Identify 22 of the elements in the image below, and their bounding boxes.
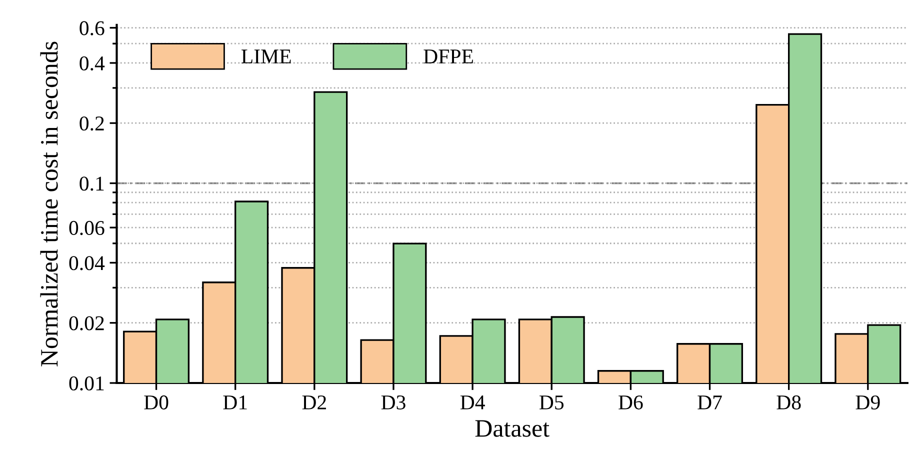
x-tick-label: D3 <box>381 395 406 410</box>
x-axis-title: Dataset <box>475 420 550 437</box>
y-tick-label: 0.06 <box>69 220 104 236</box>
y-tick-label: 0.1 <box>80 176 104 191</box>
x-tick-label: D5 <box>539 396 564 410</box>
y-tick-label: 0.4 <box>80 56 105 70</box>
x-tick-label: D4 <box>460 396 485 410</box>
y-tick-label: 0.6 <box>80 21 104 36</box>
legend-label: DFPE <box>424 50 473 64</box>
x-tick-label: D2 <box>302 395 326 410</box>
y-tick-label: 0.2 <box>80 116 104 131</box>
legend-label: LIME <box>241 50 291 64</box>
x-tick-label: D8 <box>776 395 801 410</box>
x-tick-label: D0 <box>144 395 168 410</box>
x-tick-label: D1 <box>223 396 247 410</box>
y-tick-label: 0.01 <box>69 376 104 391</box>
x-tick-label: D7 <box>698 396 722 410</box>
x-tick-label: D9 <box>856 395 880 410</box>
y-axis-title: Normalized time cost in seconds <box>40 42 58 366</box>
x-tick-label: D6 <box>618 395 643 410</box>
y-tick-label: 0.04 <box>69 256 105 270</box>
y-tick-label: 0.02 <box>69 316 104 330</box>
